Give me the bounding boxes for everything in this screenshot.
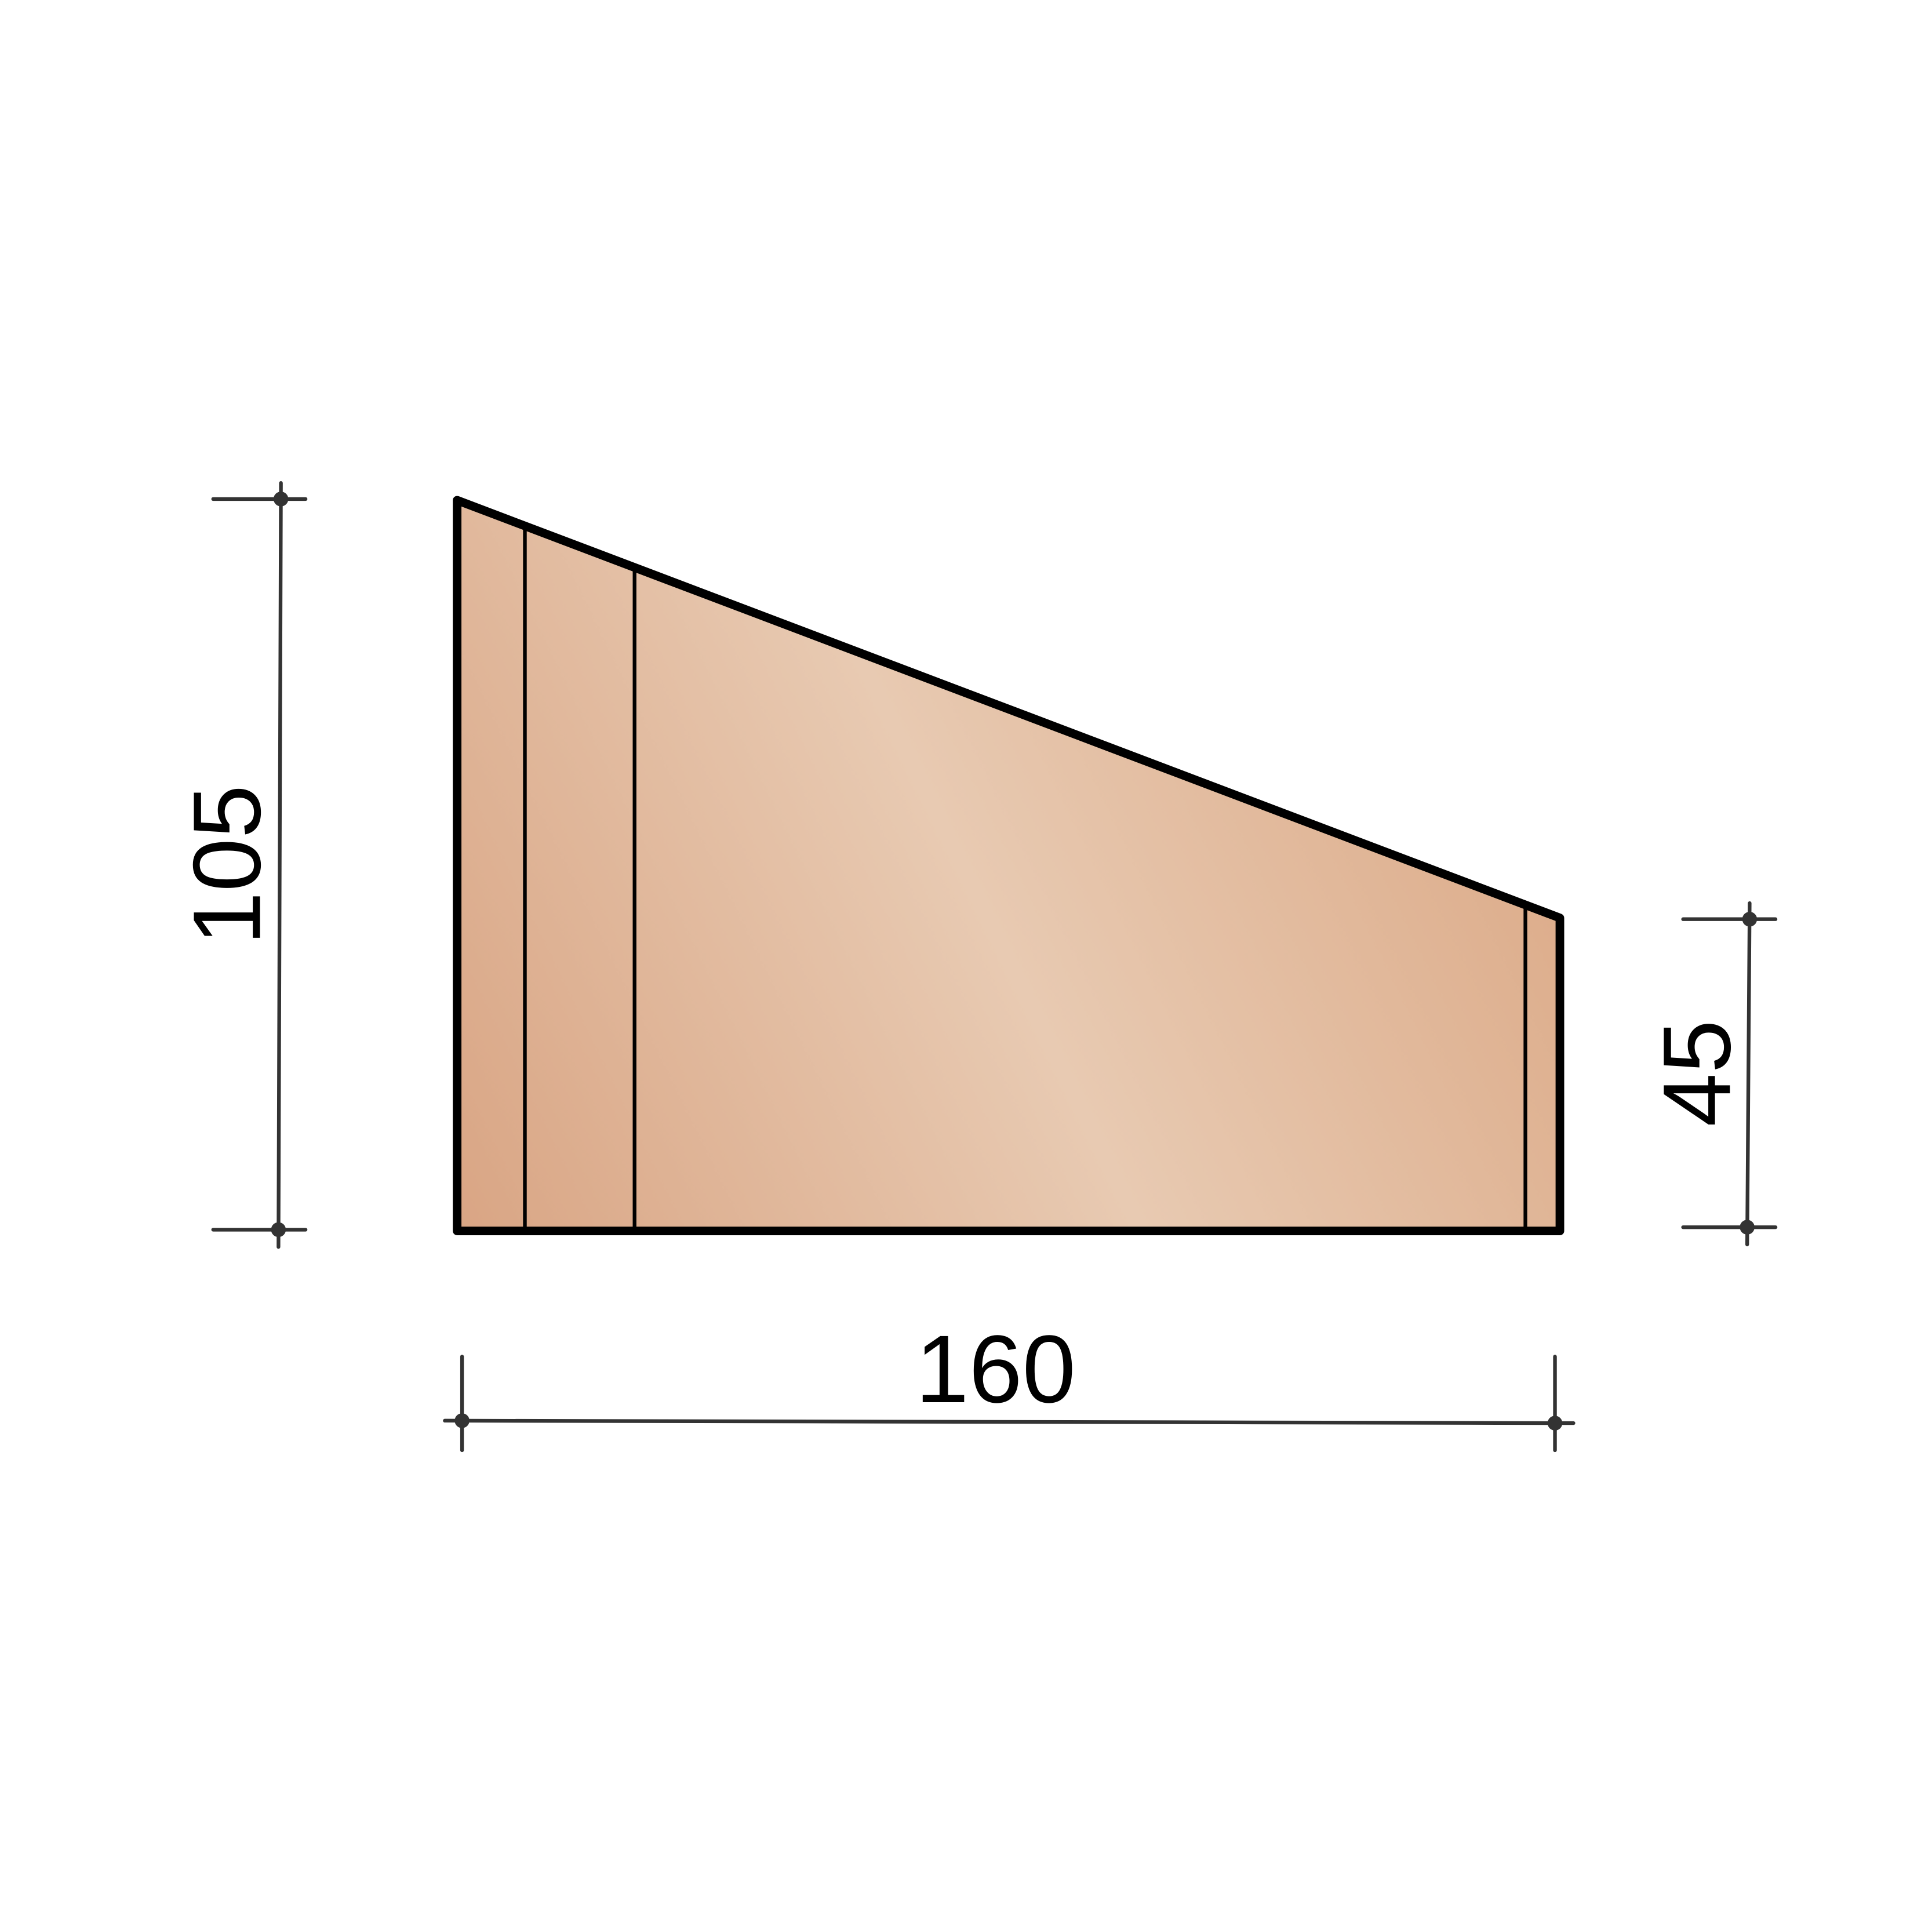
dimension-bottom: [443, 1355, 1576, 1453]
trapezoid-profile: [453, 496, 1564, 1235]
dimension-label-45: 45: [1643, 1020, 1751, 1126]
profile-fill: [457, 500, 1560, 1231]
profile-outline: [453, 496, 1564, 1235]
dimension-label-105: 105: [174, 785, 281, 945]
dimension-label-160: 160: [915, 1316, 1076, 1423]
dimension-left: [211, 481, 308, 1249]
dimension-right: [1681, 901, 1778, 1247]
